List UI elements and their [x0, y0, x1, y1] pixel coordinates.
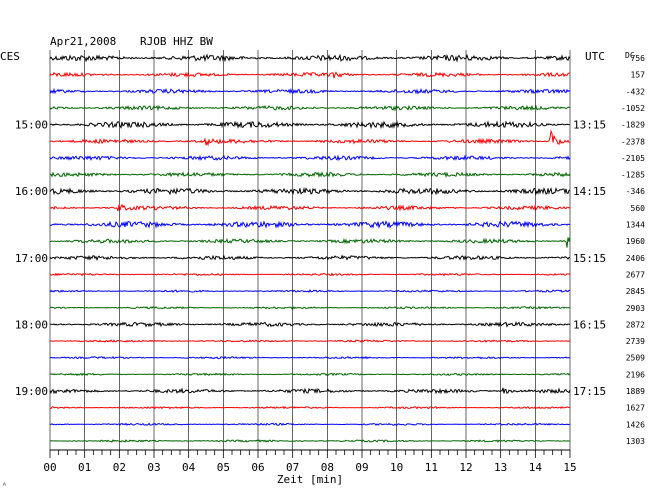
trace-row-0 [49, 53, 571, 63]
dc-offset-label: 2872 [626, 320, 645, 329]
dc-offset-label: 2677 [626, 270, 645, 279]
x-tick-label: 03 [147, 461, 160, 474]
left-time-labels: 15:00 16:00 17:00 18:00 19:00 [15, 119, 48, 398]
trace-row-20 [49, 387, 571, 395]
right-time-label: 16:15 [573, 318, 606, 331]
x-tick-label: 10 [390, 461, 403, 474]
dc-offset-label: 2739 [626, 337, 645, 346]
dc-offset-label: 2509 [626, 354, 645, 363]
x-tick-label: 15 [563, 461, 576, 474]
trace-row-17 [49, 339, 571, 343]
dc-offset-label: 1426 [626, 420, 645, 429]
dc-header-label: DC [625, 51, 635, 60]
x-tick-label: 06 [251, 461, 264, 474]
dc-offset-label: 1627 [626, 404, 645, 413]
x-tick-label: 00 [43, 461, 56, 474]
dc-offset-label: 2406 [626, 254, 645, 263]
trace-row-5 [49, 129, 571, 147]
left-time-label: 16:00 [15, 185, 48, 198]
x-axis-label: Zeit [min] [277, 473, 343, 486]
chart-date: Apr21,2008 [50, 35, 116, 48]
dc-offset-label: 1344 [626, 221, 645, 230]
x-tick-label: 09 [355, 461, 368, 474]
trace-row-19 [50, 372, 571, 377]
trace-row-21 [49, 406, 571, 410]
trace-row-4 [49, 120, 570, 130]
trace-row-8 [49, 186, 571, 196]
right-time-label: 17:15 [573, 385, 606, 398]
dc-offset-label: 2196 [626, 370, 645, 379]
dc-offset-labels: 756 157 -432 -1052 -1829 -2378 -2105 -1285 -346 5… [621, 54, 645, 446]
x-tick-label: 05 [217, 461, 230, 474]
right-time-label: 14:15 [573, 185, 606, 198]
trace-row-1 [49, 71, 571, 79]
trace-row-10 [50, 220, 571, 230]
dc-offset-label: 1960 [626, 237, 645, 246]
dc-offset-label: -2378 [621, 137, 645, 146]
x-tick-label: 11 [425, 461, 438, 474]
x-tick-label: 07 [286, 461, 299, 474]
trace-row-11 [50, 236, 571, 248]
trace-row-9 [49, 203, 571, 212]
x-tick-label: 04 [182, 461, 196, 474]
dc-offset-label: 1303 [626, 437, 645, 446]
x-tick-label: 08 [321, 461, 334, 474]
left-time-label: 15:00 [15, 119, 48, 132]
dc-offset-label: 756 [631, 54, 646, 63]
trace-row-22 [50, 422, 570, 426]
left-time-label: 17:00 [15, 252, 48, 265]
dc-offset-label: 2845 [626, 287, 645, 296]
trace-row-18 [49, 355, 571, 360]
right-time-labels: 13:15 14:15 15:15 16:15 17:15 [573, 119, 606, 398]
right-time-label: 13:15 [573, 119, 606, 132]
dc-offset-label: -1285 [621, 171, 645, 180]
right-time-label: 15:15 [573, 252, 606, 265]
dc-offset-label: -1052 [621, 104, 645, 113]
dc-offset-label: 560 [631, 204, 646, 213]
trace-row-14 [49, 289, 571, 293]
corner-mark: ᴬ [2, 481, 7, 490]
x-tick-label: 12 [459, 461, 472, 474]
trace-row-2 [49, 87, 571, 95]
x-axis: 00 01 02 03 04 05 06 07 08 09 10 11 12 13 14 15 [43, 450, 577, 474]
trace-row-6 [49, 154, 571, 162]
dc-offset-label: -346 [626, 187, 645, 196]
trace-row-3 [49, 104, 571, 112]
dc-offset-label: 2903 [626, 304, 645, 313]
chart-station: RJOB HHZ BW [140, 35, 213, 48]
left-time-label: 18:00 [15, 318, 48, 331]
right-timezone-label: UTC [585, 50, 605, 63]
trace-row-7 [49, 171, 571, 179]
dc-offset-label: -1829 [621, 121, 645, 130]
dc-offset-label: -432 [626, 87, 645, 96]
x-tick-label: 02 [113, 461, 126, 474]
trace-row-13 [49, 272, 571, 277]
trace-row-15 [49, 305, 571, 310]
x-tick-label: 01 [78, 461, 91, 474]
trace-row-12 [49, 254, 571, 261]
seismic-traces [49, 53, 571, 443]
dc-offset-label: -2105 [621, 154, 645, 163]
x-tick-label: 13 [494, 461, 507, 474]
trace-row-23 [49, 439, 571, 443]
trace-row-16 [49, 321, 571, 328]
x-tick-label: 14 [529, 461, 543, 474]
dc-offset-label: 1889 [626, 387, 645, 396]
left-time-label: 19:00 [15, 385, 48, 398]
dc-offset-label: 157 [631, 71, 646, 80]
left-timezone-label: CES [0, 50, 20, 63]
